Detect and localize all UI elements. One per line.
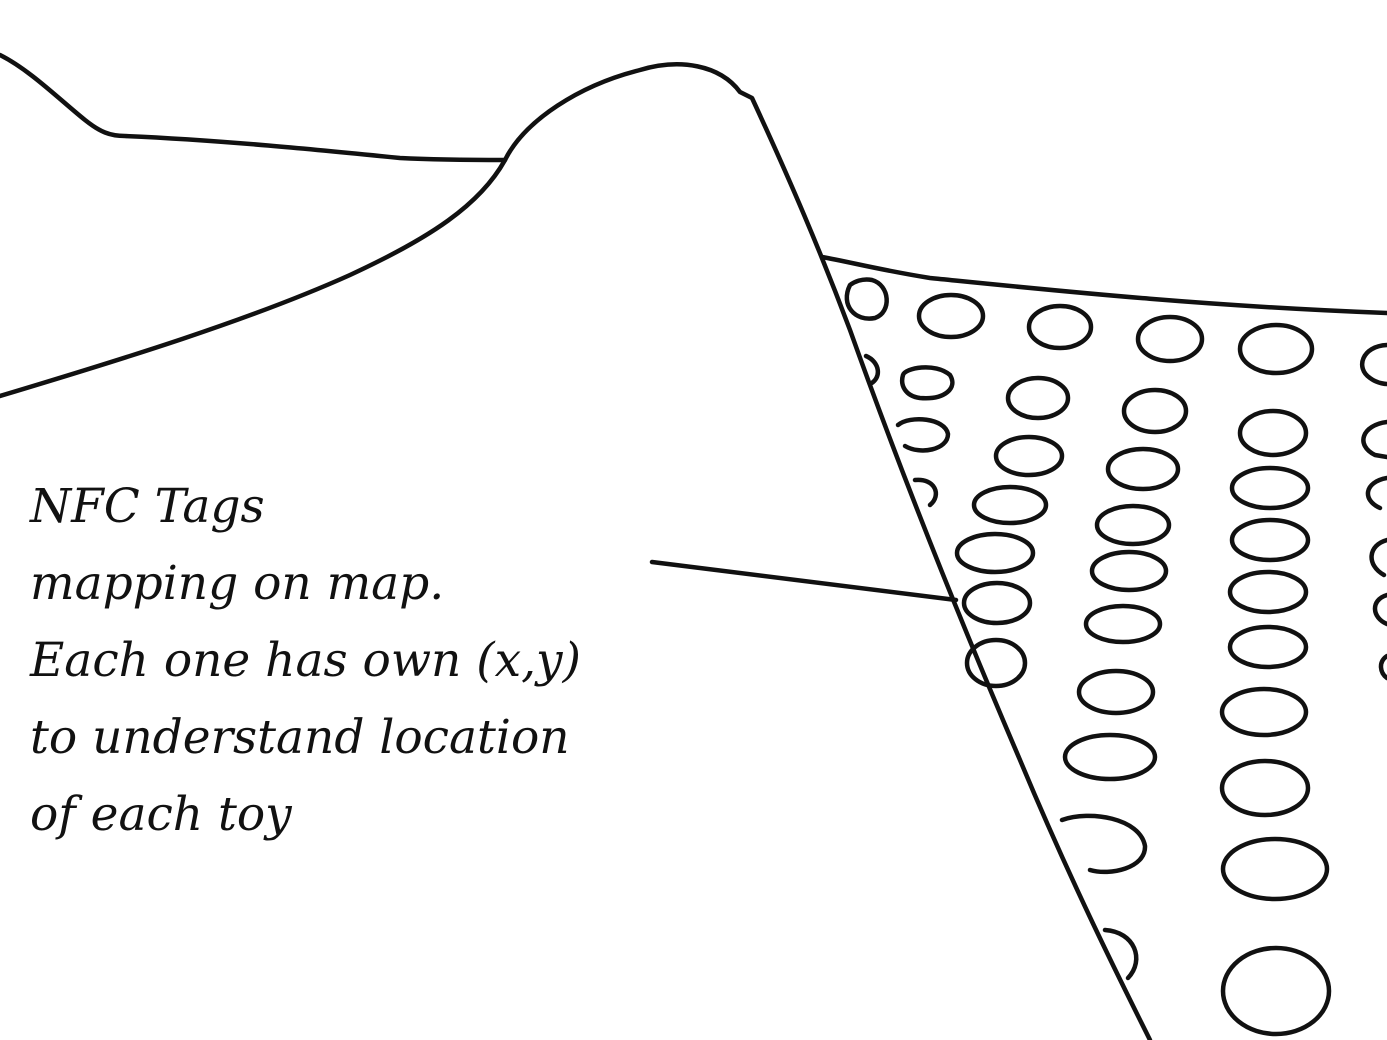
nfc-tag: [1076, 668, 1156, 716]
pointer-line: [649, 559, 959, 603]
nfc-tag: [1229, 517, 1311, 563]
nfc-tag: [954, 531, 1036, 575]
nfc-tag: [1229, 465, 1311, 511]
annotation-line-4: to understand location: [30, 710, 570, 765]
nfc-tag-grid: [844, 277, 1387, 1037]
nfc-tag: [993, 434, 1065, 478]
ridge-outline: [819, 254, 1387, 316]
nfc-tag: [1219, 686, 1309, 738]
nfc-tag: [971, 484, 1049, 526]
annotation-line-2: mapping on map.: [30, 556, 445, 611]
nfc-tag: [1105, 446, 1181, 492]
nfc-tag: [1237, 322, 1315, 376]
nfc-tag: [961, 580, 1033, 626]
nfc-tag: [1359, 342, 1387, 387]
annotation-text: NFC Tags mapping on map. Each one has ow…: [30, 468, 670, 853]
nfc-tag: [1365, 475, 1387, 511]
nfc-tag: [1237, 408, 1309, 458]
nfc-tag: [1094, 503, 1172, 547]
nfc-tag: [1227, 569, 1309, 615]
nfc-tag: [900, 365, 955, 401]
nfc-tag: [1378, 653, 1387, 681]
nfc-tag: [1059, 813, 1148, 875]
back-hill-outline: [0, 52, 508, 163]
nfc-tag: [1062, 732, 1158, 782]
nfc-tag: [912, 477, 939, 508]
nfc-tag: [1026, 303, 1094, 351]
annotation-line-3: Each one has own (x,y): [30, 633, 581, 688]
nfc-tag: [1135, 314, 1205, 364]
nfc-tag: [844, 277, 889, 321]
annotation-line-5: of each toy: [30, 787, 292, 842]
annotation-line-1: NFC Tags: [30, 479, 265, 534]
nfc-tag: [1220, 945, 1332, 1037]
nfc-tag: [1089, 549, 1169, 593]
nfc-tag: [1220, 836, 1330, 902]
mountain-outline: [0, 62, 1153, 1040]
nfc-tag: [916, 292, 986, 340]
nfc-tag: [1121, 387, 1189, 435]
nfc-tag: [1372, 592, 1387, 627]
nfc-tag: [1005, 375, 1071, 421]
nfc-tag: [1102, 927, 1139, 981]
nfc-tag: [1369, 537, 1387, 578]
nfc-tag: [1227, 624, 1309, 670]
nfc-tag: [863, 353, 880, 387]
nfc-tag: [1219, 758, 1311, 818]
nfc-tag: [964, 637, 1028, 689]
nfc-tag: [1083, 603, 1163, 645]
nfc-tag: [895, 417, 951, 453]
nfc-tag: [1361, 419, 1387, 460]
